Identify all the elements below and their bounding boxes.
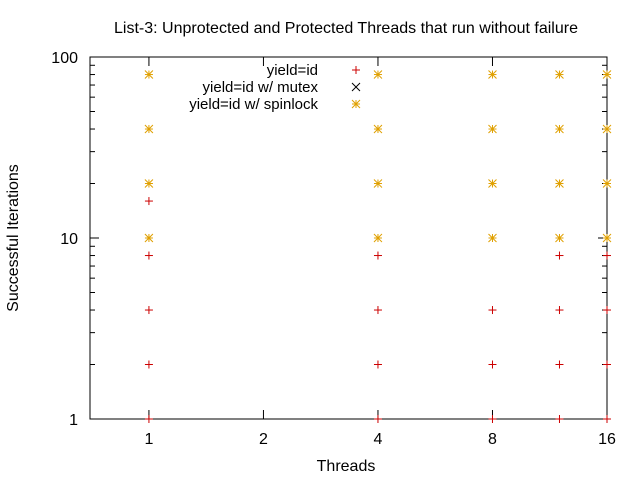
point-series-1 xyxy=(144,306,153,315)
point-series-1 xyxy=(603,251,611,260)
point-series-3 xyxy=(144,70,154,79)
marker-stroke xyxy=(488,70,497,79)
marker-stroke xyxy=(602,124,612,134)
x-tick-label: 1 xyxy=(144,431,153,448)
point-series-3 xyxy=(488,70,497,79)
point-series-3 xyxy=(488,124,497,134)
point-series-1 xyxy=(373,360,382,369)
marker-stroke xyxy=(144,70,154,79)
marker-stroke xyxy=(351,99,361,109)
point-series-3 xyxy=(373,124,383,134)
point-series-3 xyxy=(373,233,383,243)
y-tick-label: 100 xyxy=(51,50,78,67)
point-series-3 xyxy=(144,233,154,243)
point-series-1 xyxy=(373,251,382,260)
marker-stroke xyxy=(602,233,612,243)
marker-stroke xyxy=(555,179,564,188)
marker-stroke xyxy=(555,70,564,79)
point-series-3 xyxy=(555,179,564,188)
marker-stroke xyxy=(144,179,154,188)
point-series-1 xyxy=(555,415,564,423)
point-series-1 xyxy=(555,251,564,260)
marker-stroke xyxy=(602,70,612,79)
marker-stroke xyxy=(373,124,383,134)
legend-marker xyxy=(351,99,361,109)
point-series-1 xyxy=(373,415,382,423)
point-series-3 xyxy=(602,233,612,243)
marker-stroke xyxy=(351,82,361,92)
plot-frame xyxy=(89,56,608,420)
data-points xyxy=(144,70,612,423)
legend-label: yield=id xyxy=(267,62,318,79)
x-tick-label: 8 xyxy=(488,431,497,448)
x-tick-label: 4 xyxy=(374,431,383,448)
point-series-1 xyxy=(144,251,153,260)
point-series-3 xyxy=(144,179,154,188)
marker-stroke xyxy=(144,124,154,134)
point-series-1 xyxy=(555,360,564,369)
point-series-1 xyxy=(488,415,497,423)
point-series-1 xyxy=(603,360,611,369)
marker-stroke xyxy=(373,233,383,243)
chart-title: List-3: Unprotected and Protected Thread… xyxy=(114,20,578,37)
point-series-3 xyxy=(373,70,383,79)
legend-label: yield=id w/ mutex xyxy=(203,79,319,96)
y-tick-label: 10 xyxy=(60,231,78,248)
y-axis-label: Successful Iterations xyxy=(5,164,22,312)
point-series-3 xyxy=(602,179,612,188)
marker-stroke xyxy=(555,233,564,243)
y-tick-label: 1 xyxy=(69,412,78,429)
x-tick-label: 2 xyxy=(259,431,268,448)
point-series-1 xyxy=(555,306,564,315)
point-series-3 xyxy=(373,179,383,188)
point-series-3 xyxy=(555,70,564,79)
x-axis-label: Threads xyxy=(317,458,376,475)
point-series-1 xyxy=(603,306,611,315)
point-series-3 xyxy=(602,124,612,134)
marker-stroke xyxy=(555,124,564,134)
point-series-1 xyxy=(488,360,497,369)
point-series-3 xyxy=(602,70,612,79)
legend-marker xyxy=(351,82,361,92)
point-series-1 xyxy=(144,415,153,423)
point-series-1 xyxy=(603,415,611,423)
point-series-3 xyxy=(488,233,497,243)
marker-stroke xyxy=(488,179,497,188)
point-series-3 xyxy=(488,179,497,188)
point-series-1 xyxy=(488,306,497,315)
marker-stroke xyxy=(144,233,154,243)
point-series-3 xyxy=(555,233,564,243)
point-series-1 xyxy=(373,306,382,315)
marker-stroke xyxy=(373,70,383,79)
marker-stroke xyxy=(373,179,383,188)
x-tick-label: 16 xyxy=(598,431,616,448)
point-series-1 xyxy=(144,197,153,206)
point-series-3 xyxy=(555,124,564,134)
marker-stroke xyxy=(602,179,612,188)
legend-label: yield=id w/ spinlock xyxy=(189,96,318,113)
marker-stroke xyxy=(488,124,497,134)
axes: 1 10 100 1 2 4 8 16 xyxy=(51,50,616,448)
marker-stroke xyxy=(488,233,497,243)
legend-marker xyxy=(352,66,360,74)
point-series-3 xyxy=(144,124,154,134)
point-series-1 xyxy=(144,360,153,369)
